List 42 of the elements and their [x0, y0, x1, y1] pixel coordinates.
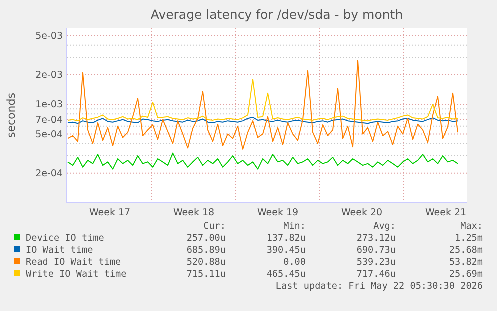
text: 520.88u — [186, 257, 226, 268]
y-tick-label: 5e-04 — [36, 129, 63, 140]
line-series — [68, 116, 458, 124]
y-tick-label: 5e-03 — [36, 30, 63, 42]
text: Avg: — [374, 221, 396, 232]
text: 715.11u — [186, 269, 226, 280]
chart-title: Average latency for /dev/sda - by month — [150, 7, 404, 22]
text: 1.25m — [455, 233, 484, 244]
text: 539.23u — [356, 257, 396, 268]
y-tick-label: 1e-03 — [36, 100, 63, 111]
text: Cur: — [204, 221, 226, 232]
text: 685.89u — [186, 245, 226, 256]
line-series — [68, 152, 458, 170]
legend-label: Write IO Wait time — [26, 269, 128, 280]
text: 690.73u — [356, 245, 396, 256]
x-tick-label: Week 21 — [425, 208, 467, 219]
y-tick-label: 2e-04 — [36, 168, 63, 180]
text: 717.46u — [356, 269, 396, 280]
x-tick-label: Week 19 — [257, 208, 299, 219]
text: 390.45u — [266, 245, 306, 256]
legend-label: Read IO Wait time — [26, 257, 122, 268]
text: 0.00 — [284, 257, 306, 268]
text: Last update: Fri May 22 05:30:30 2026 — [276, 281, 483, 292]
x-tick-label: Week 20 — [341, 208, 383, 219]
y-tick-label: 7e-04 — [36, 114, 63, 126]
text: 53.82m — [449, 257, 484, 268]
text: 465.45u — [266, 269, 306, 280]
text: Min: — [284, 221, 306, 232]
x-tick-label: Week 18 — [173, 208, 215, 219]
x-tick-label: Week 17 — [89, 208, 131, 219]
line-series — [68, 78, 458, 122]
y-tick-label: 2e-03 — [36, 70, 63, 81]
line-series — [68, 60, 458, 150]
y-axis-title: seconds — [5, 92, 18, 138]
text: 25.68m — [449, 245, 484, 256]
text: 273.12u — [356, 233, 396, 244]
text: 25.69m — [449, 269, 484, 280]
text: 257.00u — [186, 233, 226, 244]
text: Max: — [460, 221, 483, 232]
legend-label: IO Wait time — [26, 245, 94, 256]
text: 137.82u — [266, 233, 306, 244]
legend-label: Device IO time — [26, 233, 105, 244]
